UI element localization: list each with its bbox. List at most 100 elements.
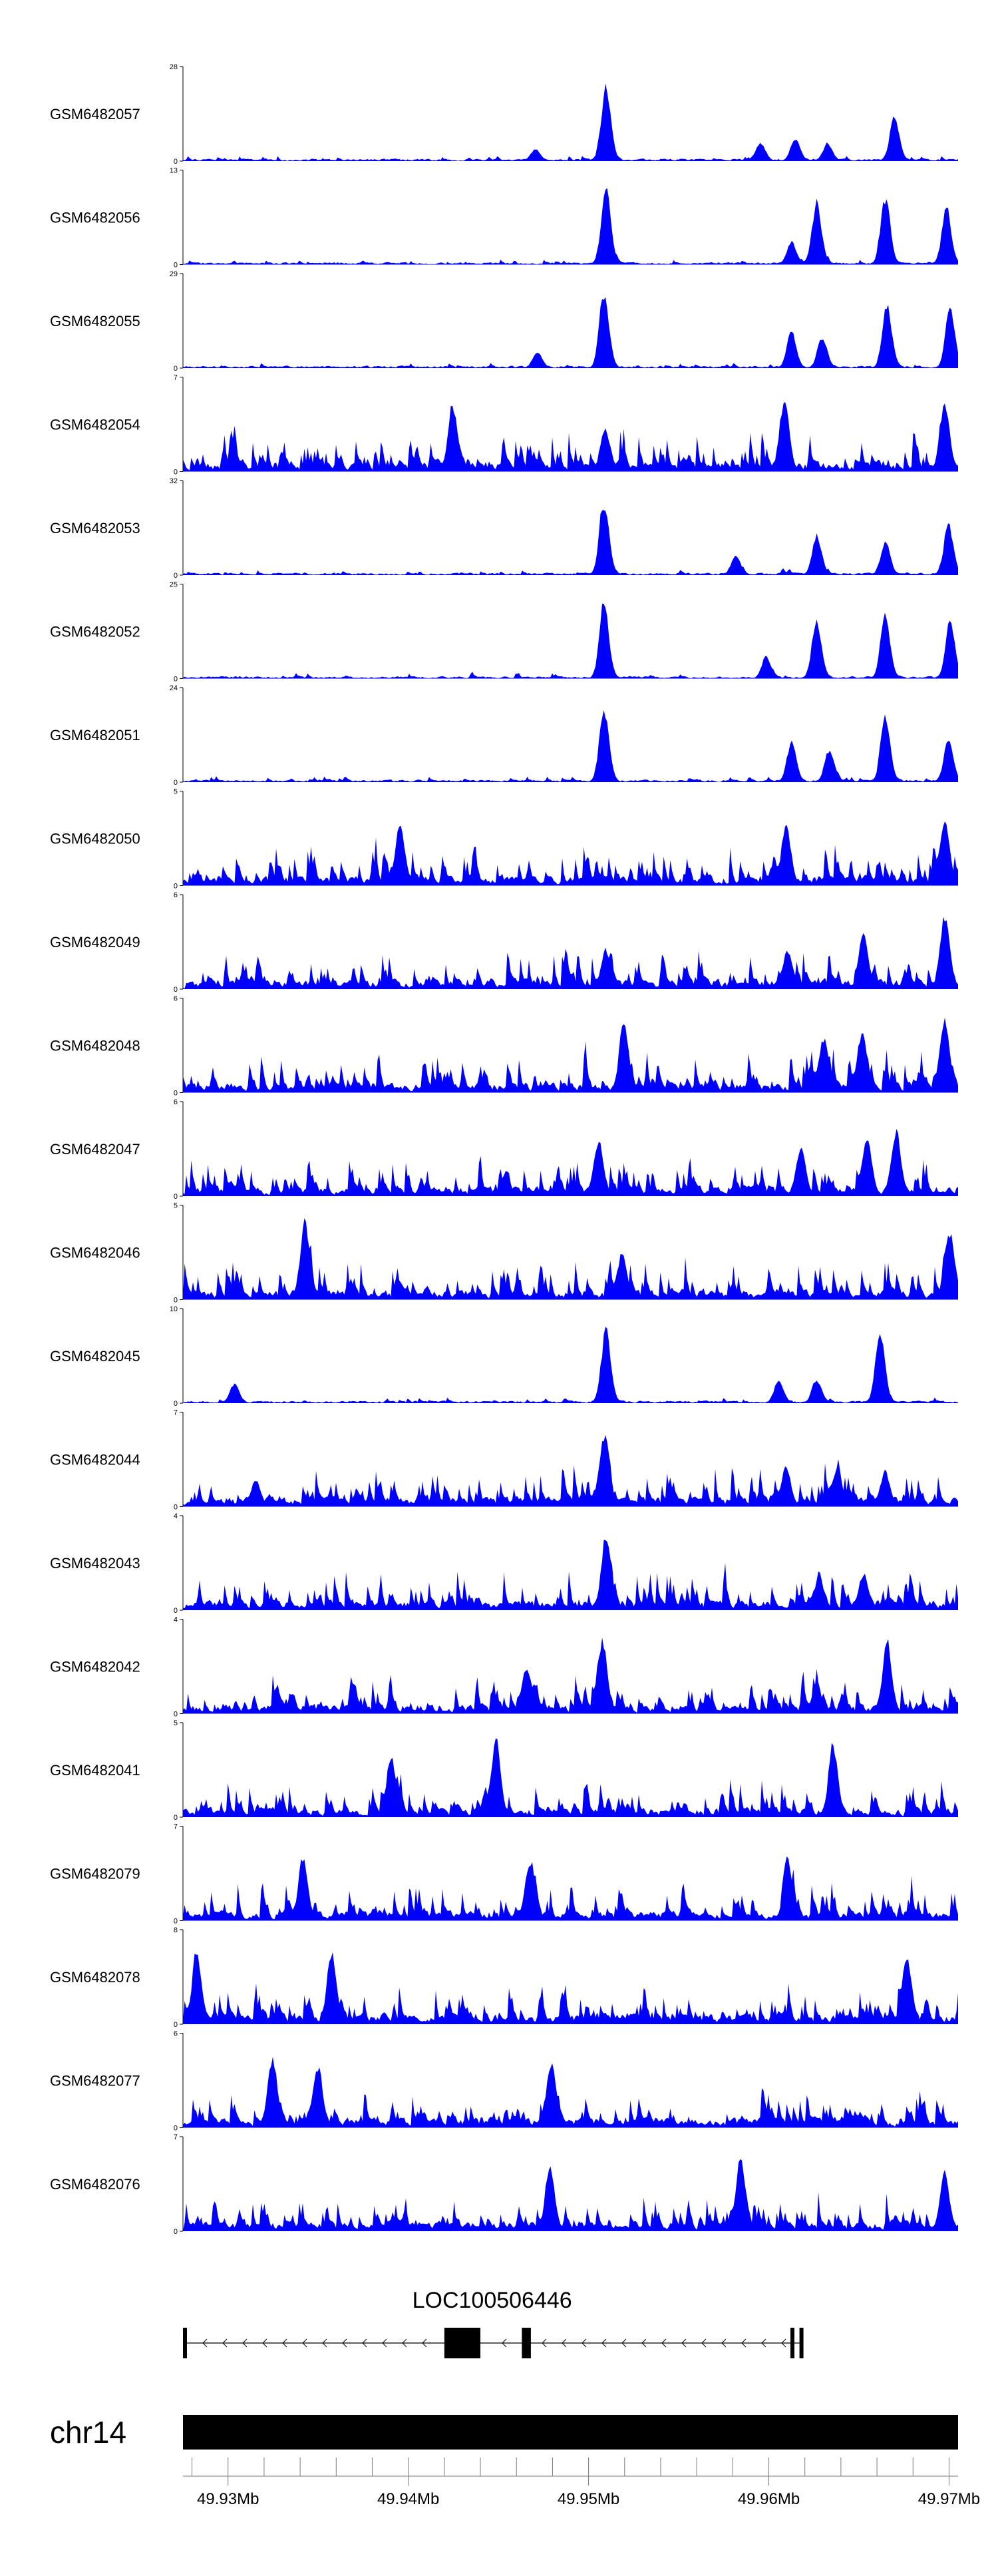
strand-arrow — [721, 2338, 727, 2348]
y-max-label: 5 — [174, 1719, 178, 1727]
strand-arrow — [282, 2338, 287, 2348]
track-label: GSM6482057 — [50, 106, 140, 122]
coverage-area — [183, 1540, 958, 1610]
y-max-label: 6 — [174, 891, 178, 899]
track-label: GSM6482053 — [50, 520, 140, 537]
y-zero-label: 0 — [174, 883, 178, 891]
strand-arrow — [302, 2338, 307, 2348]
y-max-label: 13 — [170, 167, 178, 175]
y-max-label: 5 — [174, 1202, 178, 1210]
chromosome-label: chr14 — [50, 2415, 126, 2450]
track-GSM6482043: GSM6482043 4 0 — [50, 1512, 958, 1615]
coverage-area — [183, 2159, 958, 2231]
track-label: GSM6482047 — [50, 1141, 140, 1158]
x-tick-label: 49.94Mb — [377, 2490, 439, 2508]
strand-arrow — [661, 2338, 667, 2348]
strand-arrow — [741, 2338, 747, 2348]
y-zero-label: 0 — [174, 1918, 178, 1926]
y-max-label: 29 — [170, 270, 178, 278]
track-label: GSM6482051 — [50, 727, 140, 744]
strand-arrow — [621, 2338, 627, 2348]
y-zero-label: 0 — [174, 1814, 178, 1822]
coverage-area — [183, 1952, 958, 2024]
y-max-label: 5 — [174, 788, 178, 796]
x-tick-label: 49.93Mb — [197, 2490, 259, 2508]
y-zero-label: 0 — [174, 1504, 178, 1512]
track-GSM6482056: GSM6482056 13 0 — [50, 167, 958, 270]
track-label: GSM6482044 — [50, 1452, 140, 1468]
track-label: GSM6482079 — [50, 1866, 140, 1882]
gene-exon — [183, 2328, 187, 2358]
x-tick-label: 49.97Mb — [918, 2490, 980, 2508]
strand-arrow — [362, 2338, 367, 2348]
coverage-area — [183, 821, 958, 886]
y-zero-label: 0 — [174, 1090, 178, 1098]
y-zero-label: 0 — [174, 572, 178, 580]
y-zero-label: 0 — [174, 779, 178, 787]
strand-arrow — [641, 2338, 647, 2348]
track-GSM6482051: GSM6482051 24 0 — [50, 684, 958, 787]
gene-annotation-track: LOC100506446 — [183, 2288, 804, 2358]
coverage-area — [183, 1327, 958, 1403]
y-max-label: 8 — [174, 1926, 178, 1934]
gene-exon — [444, 2328, 481, 2358]
y-max-label: 7 — [174, 1409, 178, 1417]
track-GSM6482078: GSM6482078 8 0 — [50, 1926, 958, 2029]
track-label: GSM6482045 — [50, 1348, 140, 1365]
track-label: GSM6482076 — [50, 2176, 140, 2193]
coverage-area — [183, 83, 958, 161]
chromosome-bar — [183, 2415, 958, 2450]
strand-arrow — [781, 2338, 786, 2348]
track-GSM6482054: GSM6482054 7 0 — [50, 374, 958, 477]
coverage-area — [183, 1856, 958, 1921]
strand-arrow — [582, 2338, 587, 2348]
y-max-label: 10 — [170, 1305, 178, 1313]
strand-arrow — [422, 2338, 427, 2348]
y-max-label: 7 — [174, 2133, 178, 2141]
y-max-label: 32 — [170, 477, 178, 485]
strand-arrow — [382, 2338, 387, 2348]
track-label: GSM6482043 — [50, 1555, 140, 1572]
y-max-label: 4 — [174, 1616, 178, 1624]
gene-exon — [522, 2328, 531, 2358]
track-GSM6482046: GSM6482046 5 0 — [50, 1202, 958, 1305]
track-label: GSM6482049 — [50, 934, 140, 951]
y-max-label: 25 — [170, 581, 178, 589]
coverage-area — [183, 188, 958, 265]
track-label: GSM6482078 — [50, 1969, 140, 1986]
track-GSM6482053: GSM6482053 32 0 — [50, 477, 958, 580]
track-label: GSM6482048 — [50, 1038, 140, 1054]
y-zero-label: 0 — [174, 2228, 178, 2236]
x-tick-label: 49.96Mb — [738, 2490, 800, 2508]
y-max-label: 24 — [170, 684, 178, 692]
track-label: GSM6482077 — [50, 2073, 140, 2089]
gene-exon — [790, 2328, 795, 2358]
y-max-label: 7 — [174, 1823, 178, 1831]
strand-arrow — [562, 2338, 567, 2348]
gene-label: LOC100506446 — [413, 2288, 572, 2313]
coverage-area — [183, 510, 958, 575]
coverage-area — [183, 603, 958, 679]
y-max-label: 4 — [174, 1512, 178, 1520]
track-GSM6482044: GSM6482044 7 0 — [50, 1409, 958, 1512]
y-zero-label: 0 — [174, 2021, 178, 2029]
strand-arrow — [202, 2338, 208, 2348]
y-zero-label: 0 — [174, 676, 178, 684]
track-GSM6482049: GSM6482049 6 0 — [50, 891, 958, 994]
track-label: GSM6482052 — [50, 624, 140, 640]
strand-arrow — [242, 2338, 248, 2348]
track-label: GSM6482041 — [50, 1762, 140, 1779]
chromosome-ideogram: chr14 49.93Mb 49.94Mb 49.95Mb 49.96Mb 49.97Mb — [50, 2415, 980, 2508]
coverage-area — [183, 917, 958, 989]
y-max-label: 7 — [174, 374, 178, 382]
y-zero-label: 0 — [174, 1607, 178, 1615]
coverage-area — [183, 1218, 958, 1300]
y-max-label: 6 — [174, 2030, 178, 2038]
coverage-area — [183, 1434, 958, 1507]
track-label: GSM6482042 — [50, 1659, 140, 1675]
x-tick-label: 49.95Mb — [558, 2490, 619, 2508]
strand-arrow — [222, 2338, 228, 2348]
track-GSM6482042: GSM6482042 4 0 — [50, 1616, 958, 1719]
strand-arrow — [701, 2338, 707, 2348]
